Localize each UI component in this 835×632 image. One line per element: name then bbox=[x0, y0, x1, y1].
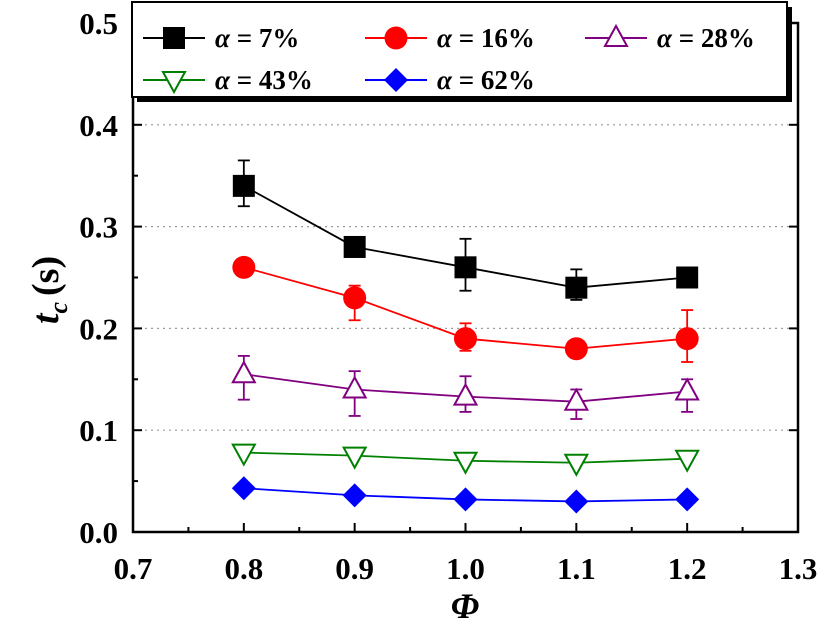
x-tick-label: 1.1 bbox=[557, 551, 596, 586]
data-point bbox=[564, 489, 589, 514]
y-tick-label: 0.5 bbox=[79, 6, 118, 41]
data-point bbox=[453, 487, 478, 512]
data-point bbox=[675, 487, 700, 512]
legend-item-4: α = 43% bbox=[143, 65, 313, 95]
data-point bbox=[231, 443, 257, 467]
data-point bbox=[674, 377, 700, 401]
series-5 bbox=[231, 476, 700, 514]
x-tick-label: 0.7 bbox=[114, 551, 153, 586]
legend-label: α = 28% bbox=[657, 23, 755, 53]
y-axis-label-main: t bbox=[25, 312, 67, 324]
data-point bbox=[341, 375, 368, 399]
y-tick-label: 0.4 bbox=[79, 108, 118, 143]
tick-labels: 0.7 0.8 0.9 1.0 1.1 1.2 1.3 0.0 0.1 0.2 0.3 0.4 0.5 bbox=[79, 6, 817, 586]
legend-marker bbox=[384, 68, 408, 92]
legend-label: α = 16% bbox=[437, 23, 535, 53]
y-tick-label: 0.2 bbox=[79, 311, 118, 346]
legend-item-1: α = 7% bbox=[143, 23, 299, 53]
legend-label: α = 62% bbox=[437, 65, 535, 95]
data-point bbox=[232, 255, 256, 279]
data-point bbox=[452, 451, 479, 475]
series-4 bbox=[231, 443, 700, 477]
legend-box bbox=[131, 1, 788, 98]
series-2 bbox=[232, 255, 699, 363]
x-tick-label: 0.9 bbox=[335, 551, 374, 586]
data-point bbox=[565, 276, 588, 299]
y-axis-label-unit: (s) bbox=[25, 256, 67, 296]
series-3 bbox=[231, 354, 700, 420]
data-point bbox=[343, 235, 366, 258]
series-group bbox=[231, 159, 700, 514]
y-tick-label: 0.1 bbox=[79, 413, 118, 448]
y-axis-label-sub: c bbox=[44, 302, 73, 314]
data-point bbox=[342, 483, 367, 508]
data-point bbox=[341, 446, 368, 470]
data-point bbox=[452, 382, 479, 406]
legend-label: α = 7% bbox=[215, 23, 299, 53]
legend-item-3: α = 28% bbox=[585, 23, 755, 53]
series-1 bbox=[232, 159, 699, 301]
y-tick-label: 0.0 bbox=[79, 515, 118, 550]
x-tick-label: 1.3 bbox=[779, 551, 818, 586]
data-point bbox=[231, 476, 256, 501]
x-tick-label: 0.8 bbox=[224, 551, 263, 586]
legend-item-5: α = 62% bbox=[365, 65, 535, 95]
legend-item-2: α = 16% bbox=[365, 23, 535, 53]
legend-label: α = 43% bbox=[215, 65, 313, 95]
y-axis-label: tc (s) bbox=[25, 256, 73, 324]
data-point bbox=[564, 337, 588, 361]
x-tick-label: 1.0 bbox=[446, 551, 485, 586]
legend-marker bbox=[163, 27, 185, 49]
data-point bbox=[231, 360, 257, 384]
x-axis-label: Φ bbox=[451, 586, 479, 626]
data-point bbox=[232, 174, 255, 197]
data-point bbox=[343, 286, 367, 310]
data-point bbox=[676, 266, 699, 289]
data-point bbox=[454, 327, 477, 351]
data-point bbox=[675, 327, 699, 351]
data-point bbox=[454, 256, 477, 279]
data-point bbox=[674, 449, 700, 473]
y-tick-label: 0.3 bbox=[79, 210, 118, 245]
x-tick-label: 1.2 bbox=[668, 551, 707, 586]
legend: α = 7% α = 16% α = 28% α = 43% α = 62% bbox=[131, 1, 792, 102]
data-point bbox=[563, 453, 590, 477]
legend-marker bbox=[603, 23, 629, 47]
legend-marker bbox=[161, 71, 187, 95]
legend-marker bbox=[384, 26, 408, 50]
data-point bbox=[563, 387, 590, 411]
